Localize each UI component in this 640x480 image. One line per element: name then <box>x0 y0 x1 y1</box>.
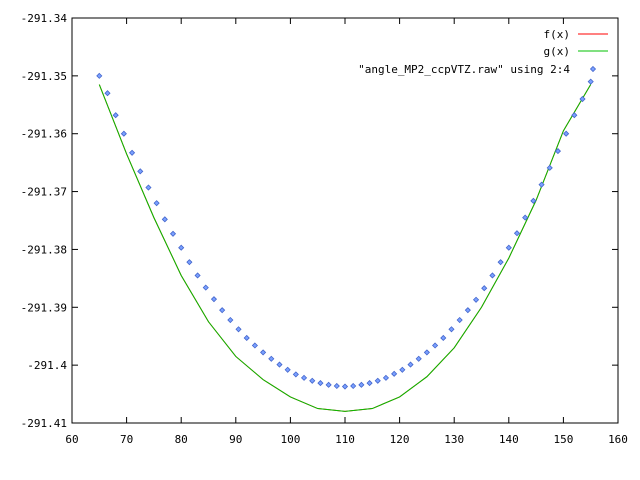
legend-swatch-point <box>589 65 597 73</box>
y-tick-label: -291.34 <box>21 12 68 25</box>
legend-label: "angle_MP2_ccpVTZ.raw" using 2:4 <box>358 63 570 76</box>
data-point <box>235 326 242 333</box>
legend-label: f(x) <box>544 28 571 41</box>
data-point <box>210 296 218 303</box>
x-tick-label: 150 <box>553 433 573 446</box>
data-point <box>268 355 275 362</box>
data-point <box>137 168 144 175</box>
data-point <box>325 381 332 388</box>
x-tick-label: 110 <box>335 433 355 446</box>
x-tick-label: 120 <box>390 433 410 446</box>
data-point <box>284 366 291 373</box>
data-point <box>178 244 185 251</box>
y-axis: -291.34 -291.35 -291.36 -291.37 -291.38 -291.… <box>21 12 618 430</box>
data-point <box>309 377 316 384</box>
data-point <box>96 72 103 79</box>
data-point <box>407 361 414 368</box>
data-point <box>530 197 537 204</box>
data-point <box>522 214 529 221</box>
series-line-g <box>98 84 592 412</box>
data-point <box>112 112 119 119</box>
data-point <box>341 383 349 390</box>
data-point <box>472 296 480 303</box>
y-tick-label: -291.36 <box>21 128 67 141</box>
data-point <box>546 164 553 171</box>
data-point <box>219 307 226 314</box>
data-point <box>145 184 152 191</box>
data-point <box>153 200 160 207</box>
data-point <box>391 370 398 377</box>
data-point <box>587 78 594 85</box>
data-point <box>382 374 390 381</box>
x-tick-label: 60 <box>65 433 78 446</box>
y-tick-label: -291.35 <box>21 70 67 83</box>
data-point <box>186 259 193 266</box>
data-point <box>399 366 406 373</box>
x-tick-label: 130 <box>444 433 464 446</box>
data-point <box>350 382 357 390</box>
data-point <box>423 349 430 356</box>
data-point <box>260 349 267 356</box>
data-point <box>440 334 447 342</box>
data-point <box>227 316 234 324</box>
legend: f(x) g(x) "angle_MP2_ccpVTZ.raw" using 2:4 <box>358 28 608 76</box>
data-point <box>366 380 373 387</box>
x-tick-label: 70 <box>120 433 133 446</box>
data-point <box>194 272 201 279</box>
data-point <box>579 95 586 103</box>
data-point <box>251 342 258 349</box>
data-point <box>497 259 504 266</box>
data-point <box>317 380 324 387</box>
y-tick-label: -291.38 <box>21 243 67 256</box>
data-point <box>563 130 570 137</box>
x-tick-label: 80 <box>175 433 188 446</box>
data-point <box>292 371 299 378</box>
data-point <box>333 382 340 390</box>
x-tick-label: 100 <box>280 433 300 446</box>
data-point <box>538 181 545 188</box>
plot-frame <box>71 17 619 424</box>
data-point <box>243 334 250 342</box>
data-point <box>276 361 283 368</box>
data-point <box>374 377 381 384</box>
data-point <box>513 230 521 237</box>
data-point <box>120 130 127 137</box>
y-tick-label: -291.37 <box>21 186 67 199</box>
plot-area <box>96 72 594 412</box>
data-point <box>489 272 496 279</box>
legend-label: g(x) <box>544 45 571 58</box>
data-point <box>300 374 308 381</box>
x-tick-label: 90 <box>229 433 242 446</box>
data-point <box>161 216 168 223</box>
data-point <box>202 284 209 291</box>
x-tick-label: 140 <box>499 433 519 446</box>
data-point <box>432 342 439 349</box>
data-point <box>464 307 471 314</box>
data-point <box>358 381 365 388</box>
data-point <box>571 112 578 119</box>
data-point <box>505 244 512 251</box>
data-point <box>554 148 562 155</box>
data-point <box>481 285 488 292</box>
data-point <box>128 149 136 156</box>
x-tick-label: 160 <box>608 433 628 446</box>
data-point <box>415 355 422 362</box>
x-axis: 60 70 80 90 100 110 120 130 140 150 160 <box>65 18 628 446</box>
y-tick-label: -291.41 <box>21 417 67 430</box>
data-point <box>456 316 463 324</box>
y-tick-label: -291.4 <box>27 359 67 372</box>
y-tick-label: -291.39 <box>21 301 67 314</box>
data-point <box>169 230 177 237</box>
data-point <box>104 90 111 97</box>
data-point <box>448 326 455 333</box>
